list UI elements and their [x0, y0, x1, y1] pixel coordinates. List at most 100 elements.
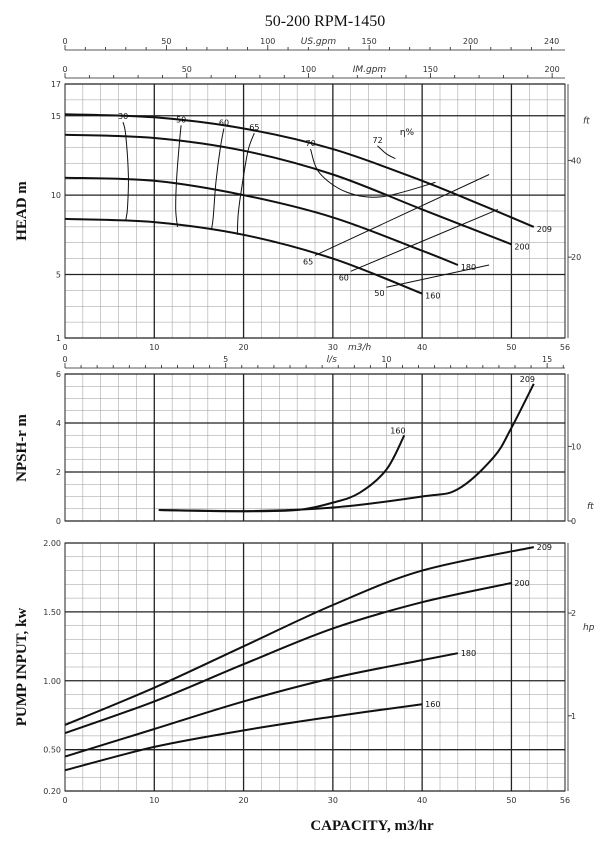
- ls-unit: l/s: [327, 355, 338, 365]
- bottom-tick-label: 40: [417, 796, 427, 805]
- head-unit-m3h: m3/h: [348, 343, 372, 353]
- head-curve-label: 160: [425, 292, 440, 301]
- ls-tick-label: 5: [223, 355, 228, 364]
- bottom-tick-label: 56: [560, 796, 570, 805]
- iso-efficiency-label: 50: [374, 289, 384, 298]
- iso-efficiency-label: 60: [339, 273, 349, 282]
- y-tick-label: 1: [56, 334, 61, 343]
- power-curve-label: 180: [461, 649, 476, 658]
- top-scale-tick-label: 50: [161, 37, 171, 46]
- bottom-tick-label: 30: [328, 796, 338, 805]
- top-scale-tick-label: 200: [463, 37, 478, 46]
- power-axis-label: PUMP INPUT, kw: [14, 608, 30, 727]
- head-curve-160: [64, 217, 423, 295]
- right-axis-tick-label: 20: [571, 253, 581, 262]
- npsh-panel: 0 2 4 6 0 10 ft 209 160 NPSH-r m: [14, 370, 594, 526]
- efficiency-curve-65: [236, 133, 255, 235]
- npsh-curve-label: 160: [390, 426, 405, 435]
- bottom-tick-label: 20: [238, 796, 248, 805]
- top-scale-tick-label: 0: [62, 37, 67, 46]
- power-curve-180: [64, 652, 459, 758]
- y-tick-label: 0: [56, 517, 61, 526]
- ls-tick-label: 10: [381, 355, 391, 364]
- power-hp-unit: hp: [583, 623, 595, 633]
- efficiency-label: 30: [118, 112, 128, 121]
- efficiency-label: 72: [373, 136, 383, 145]
- efficiency-label: 65: [249, 123, 259, 132]
- power-curve-label: 209: [537, 543, 552, 552]
- head-curve-label: 209: [537, 225, 552, 234]
- y-tick-label: 2: [56, 468, 61, 477]
- right-axis-tick-label: 1: [571, 712, 576, 721]
- y-tick-label: 1.50: [43, 608, 61, 617]
- head-curve-180: [64, 176, 459, 266]
- x-tick-label: 40: [417, 343, 427, 352]
- ls-tick-label: 15: [542, 355, 552, 364]
- x-tick-label: 30: [328, 343, 338, 352]
- iso-efficiency-line-50: [386, 264, 490, 288]
- head-curve-209: [64, 113, 535, 228]
- y-tick-label: 1.00: [43, 677, 61, 686]
- head-curve-200: [64, 133, 512, 246]
- efficiency-label: 50: [176, 115, 186, 124]
- right-axis-tick-label: 40: [571, 156, 581, 165]
- y-tick-label: 17: [51, 80, 61, 89]
- y-tick-label: 15: [51, 112, 61, 121]
- x-tick-label: 10: [149, 343, 159, 352]
- x-tick-label: 50: [506, 343, 516, 352]
- y-tick-label: 10: [51, 191, 61, 200]
- efficiency-curve-50: [175, 125, 182, 227]
- efficiency-curve-30: [122, 121, 129, 221]
- iso-efficiency-line-65: [314, 174, 490, 256]
- right-axis-tick-label: 10: [571, 442, 581, 451]
- y-tick-label: 2.00: [43, 539, 61, 548]
- x-tick-label: 56: [560, 343, 570, 352]
- npsh-curve-label: 209: [520, 375, 535, 384]
- npsh-ft-unit: ft: [587, 502, 594, 512]
- power-panel: 0.20 0.50 1.00 1.50 2.00 1 2 hp 209 200 180 160 PUM…: [14, 539, 595, 796]
- top-scale-tick-label: 50: [182, 65, 192, 74]
- power-curve-label: 200: [514, 579, 529, 588]
- efficiency-curve-70: [310, 148, 436, 198]
- y-tick-label: 0.50: [43, 746, 61, 755]
- head-plot-frame: [64, 83, 566, 339]
- ls-tick-label: 0: [62, 355, 67, 364]
- efficiency-label: 60: [219, 118, 229, 127]
- power-curve-160: [64, 703, 423, 772]
- right-axis-tick-label: 0: [571, 517, 576, 526]
- npsh-plot-frame: [64, 373, 566, 522]
- y-tick-label: 0.20: [43, 787, 61, 796]
- top-scale-tick-label: 100: [301, 65, 316, 74]
- y-tick-label: 6: [56, 370, 61, 379]
- bottom-tick-label: 10: [149, 796, 159, 805]
- y-tick-label: 4: [56, 419, 61, 428]
- top-scale-tick-label: 240: [544, 37, 559, 46]
- x-tick-label: 20: [238, 343, 248, 352]
- bottom-tick-label: 0: [62, 796, 67, 805]
- x-tick-label: 0: [62, 343, 67, 352]
- top-scale-unit: US.gpm: [301, 37, 337, 47]
- npsh-axis-label: NPSH-r m: [14, 414, 30, 482]
- efficiency-curve-72: [377, 145, 396, 160]
- bottom-tick-label: 50: [506, 796, 516, 805]
- head-curve-label: 200: [514, 242, 529, 251]
- top-scale-tick-label: 200: [545, 65, 560, 74]
- top-scale-unit: IM.gpm: [353, 65, 387, 75]
- head-curve-label: 180: [461, 263, 476, 272]
- power-curve-label: 160: [425, 700, 440, 709]
- power-plot-frame: [64, 542, 566, 792]
- y-tick-label: 5: [56, 271, 61, 280]
- npsh-curve-160: [158, 434, 406, 513]
- iso-efficiency-line-60: [350, 208, 499, 272]
- eta-symbol: η%: [400, 128, 415, 138]
- bottom-axis: 0 10 20 30 40 50 56: [62, 796, 570, 805]
- efficiency-curve-60: [210, 128, 225, 231]
- top-scale-tick-label: 150: [423, 65, 438, 74]
- x-axis-label: CAPACITY, m3/hr: [310, 818, 434, 834]
- top-scale-tick-label: 100: [260, 37, 275, 46]
- iso-efficiency-label: 65: [303, 257, 313, 266]
- chart-title: 50-200 RPM-1450: [265, 13, 385, 30]
